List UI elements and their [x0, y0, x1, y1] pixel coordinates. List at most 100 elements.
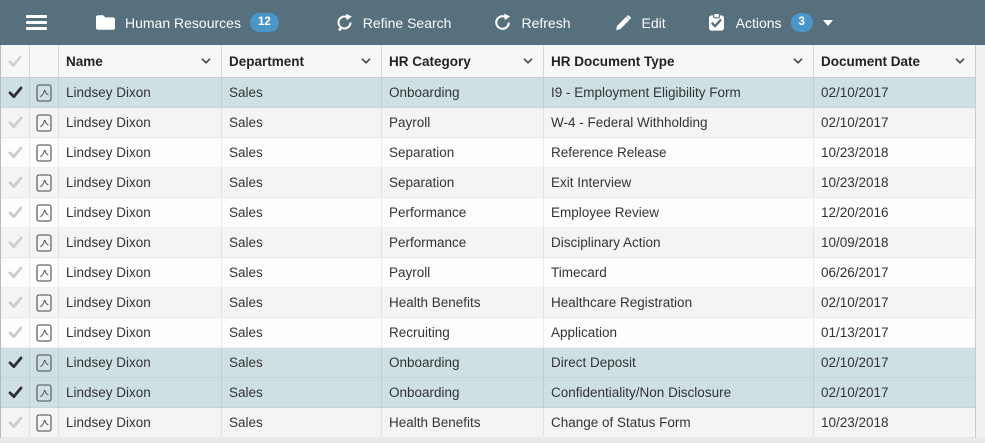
refresh-button[interactable]: Refresh: [493, 13, 570, 32]
actions-caret-down-icon[interactable]: [822, 19, 833, 26]
cell-hr-document-type: Change of Status Form: [544, 408, 814, 437]
cell-hr-category: Health Benefits: [382, 288, 544, 317]
pdf-file-icon[interactable]: [30, 108, 59, 137]
menu-button[interactable]: [26, 15, 47, 30]
cell-name: Lindsey Dixon: [59, 78, 222, 107]
actions-count-badge: 3: [790, 12, 813, 33]
cell-department: Sales: [222, 288, 382, 317]
row-checkbox[interactable]: [1, 318, 30, 347]
pdf-file-icon[interactable]: [30, 168, 59, 197]
cell-name: Lindsey Dixon: [59, 138, 222, 167]
table-row[interactable]: Lindsey Dixon Sales Health Benefits Chan…: [1, 408, 976, 438]
cell-department: Sales: [222, 408, 382, 437]
row-checkbox[interactable]: [1, 108, 30, 137]
cell-hr-document-type: Healthcare Registration: [544, 288, 814, 317]
column-header-document-date[interactable]: Document Date: [814, 45, 976, 77]
pdf-file-icon[interactable]: [30, 258, 59, 287]
cell-hr-document-type: Employee Review: [544, 198, 814, 227]
pdf-file-icon[interactable]: [30, 288, 59, 317]
chevron-down-icon[interactable]: [790, 55, 806, 67]
cell-name: Lindsey Dixon: [59, 198, 222, 227]
edit-label: Edit: [641, 14, 666, 31]
row-checkbox[interactable]: [1, 378, 30, 407]
vertical-scrollbar-track[interactable]: [975, 45, 985, 438]
row-checkbox[interactable]: [1, 228, 30, 257]
column-header-name-label: Name: [66, 53, 103, 69]
horizontal-scrollbar-track[interactable]: [0, 438, 985, 443]
cell-hr-category: Payroll: [382, 108, 544, 137]
pdf-file-icon[interactable]: [30, 198, 59, 227]
table-row[interactable]: Lindsey Dixon Sales Payroll Timecard 06/…: [1, 258, 976, 288]
cell-hr-category: Payroll: [382, 258, 544, 287]
cell-hr-category: Onboarding: [382, 348, 544, 377]
table-row[interactable]: Lindsey Dixon Sales Onboarding Confident…: [1, 378, 976, 408]
cell-department: Sales: [222, 168, 382, 197]
cell-hr-document-type: Timecard: [544, 258, 814, 287]
chevron-down-icon[interactable]: [198, 55, 214, 67]
cell-hr-document-type: W-4 - Federal Withholding: [544, 108, 814, 137]
actions-label: Actions: [735, 14, 782, 31]
table-row[interactable]: Lindsey Dixon Sales Performance Employee…: [1, 198, 976, 228]
refine-search-button[interactable]: Refine Search: [335, 13, 451, 32]
cell-department: Sales: [222, 228, 382, 257]
pdf-file-icon[interactable]: [30, 408, 59, 437]
table-row[interactable]: Lindsey Dixon Sales Payroll W-4 - Federa…: [1, 108, 976, 138]
row-checkbox[interactable]: [1, 348, 30, 377]
documents-grid: Name Department HR Category HR Document …: [0, 45, 976, 438]
actions-button[interactable]: Actions 3: [706, 12, 833, 33]
cell-department: Sales: [222, 108, 382, 137]
cell-name: Lindsey Dixon: [59, 348, 222, 377]
table-row[interactable]: Lindsey Dixon Sales Performance Discipli…: [1, 228, 976, 258]
chevron-down-icon[interactable]: [952, 55, 968, 67]
table-row[interactable]: Lindsey Dixon Sales Health Benefits Heal…: [1, 288, 976, 318]
column-header-hr-document-type[interactable]: HR Document Type: [544, 45, 814, 77]
refine-search-icon: [335, 13, 354, 32]
chevron-down-icon[interactable]: [358, 55, 374, 67]
cell-department: Sales: [222, 348, 382, 377]
table-row[interactable]: Lindsey Dixon Sales Onboarding Direct De…: [1, 348, 976, 378]
table-row[interactable]: Lindsey Dixon Sales Onboarding I9 - Empl…: [1, 78, 976, 108]
row-checkbox[interactable]: [1, 288, 30, 317]
cell-name: Lindsey Dixon: [59, 318, 222, 347]
cell-department: Sales: [222, 378, 382, 407]
cell-document-date: 06/26/2017: [814, 258, 976, 287]
cell-document-date: 10/23/2018: [814, 408, 976, 437]
pdf-file-icon[interactable]: [30, 378, 59, 407]
row-checkbox[interactable]: [1, 78, 30, 107]
column-header-name[interactable]: Name: [59, 45, 222, 77]
pdf-file-icon[interactable]: [30, 348, 59, 377]
pdf-file-icon[interactable]: [30, 138, 59, 167]
column-header-hr-category[interactable]: HR Category: [382, 45, 544, 77]
row-checkbox[interactable]: [1, 198, 30, 227]
column-header-department[interactable]: Department: [222, 45, 382, 77]
row-checkbox[interactable]: [1, 408, 30, 437]
row-checkbox[interactable]: [1, 258, 30, 287]
grid-body: Lindsey Dixon Sales Onboarding I9 - Empl…: [1, 78, 976, 438]
cell-name: Lindsey Dixon: [59, 108, 222, 137]
cell-document-date: 10/23/2018: [814, 138, 976, 167]
chevron-down-icon[interactable]: [520, 55, 536, 67]
cell-hr-document-type: Disciplinary Action: [544, 228, 814, 257]
column-header-document-date-label: Document Date: [821, 53, 921, 69]
edit-button[interactable]: Edit: [614, 14, 666, 32]
pdf-file-icon[interactable]: [30, 78, 59, 107]
current-folder-button[interactable]: Human Resources 12: [95, 12, 279, 33]
table-row[interactable]: Lindsey Dixon Sales Separation Reference…: [1, 138, 976, 168]
cell-document-date: 02/10/2017: [814, 378, 976, 407]
cell-document-date: 02/10/2017: [814, 288, 976, 317]
cell-department: Sales: [222, 258, 382, 287]
cell-name: Lindsey Dixon: [59, 258, 222, 287]
column-header-department-label: Department: [229, 53, 305, 69]
select-all-checkbox[interactable]: [1, 45, 30, 77]
toolbar: Human Resources 12 Refine Search Refresh: [0, 0, 985, 45]
row-checkbox[interactable]: [1, 168, 30, 197]
pdf-file-icon[interactable]: [30, 318, 59, 347]
table-row[interactable]: Lindsey Dixon Sales Separation Exit Inte…: [1, 168, 976, 198]
table-row[interactable]: Lindsey Dixon Sales Recruiting Applicati…: [1, 318, 976, 348]
cell-hr-document-type: Exit Interview: [544, 168, 814, 197]
row-checkbox[interactable]: [1, 138, 30, 167]
file-type-column-header[interactable]: [30, 45, 59, 77]
cell-name: Lindsey Dixon: [59, 288, 222, 317]
cell-hr-category: Separation: [382, 168, 544, 197]
pdf-file-icon[interactable]: [30, 228, 59, 257]
